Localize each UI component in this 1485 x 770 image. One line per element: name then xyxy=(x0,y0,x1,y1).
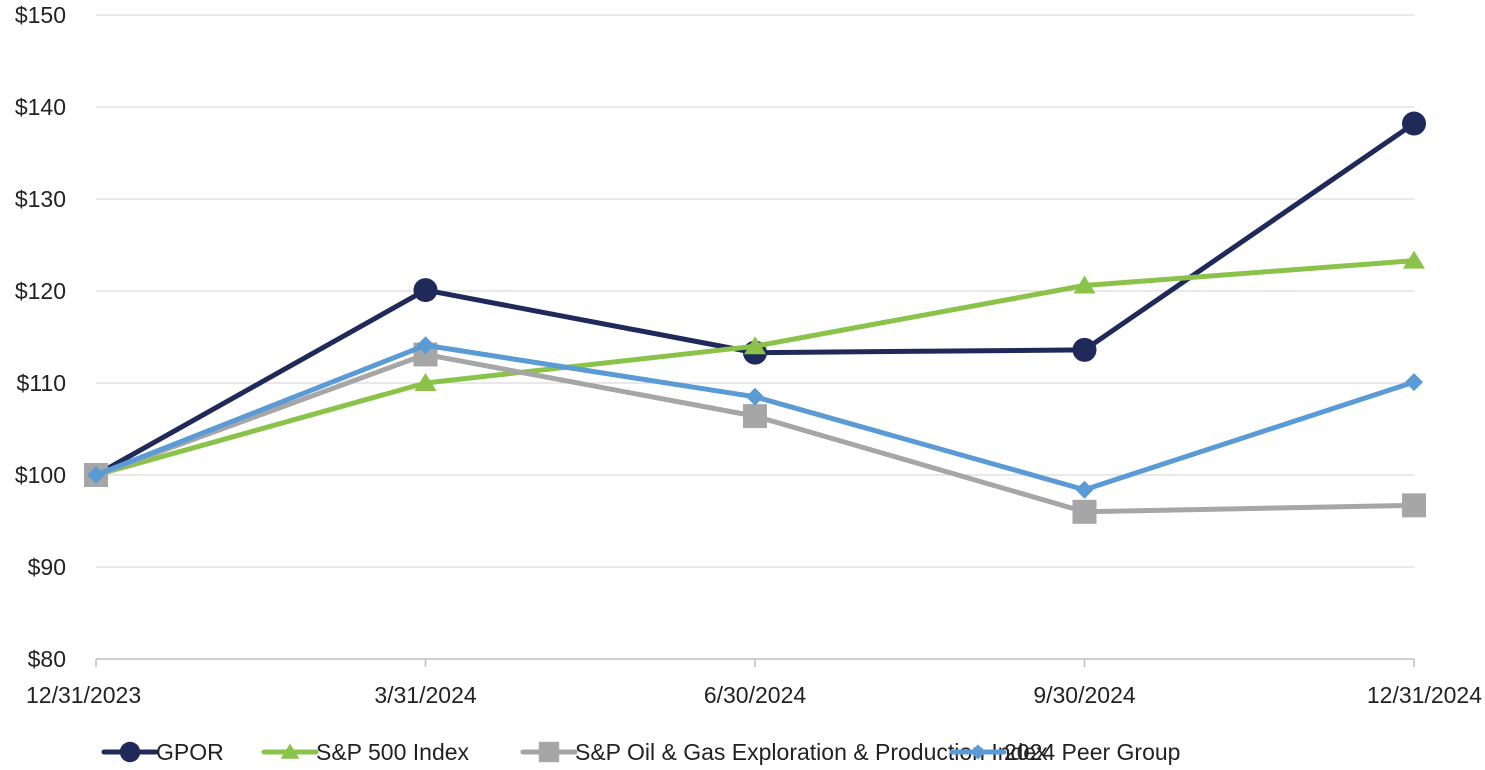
data-point-sandp-500-index xyxy=(1073,275,1096,294)
series-gpor xyxy=(84,111,1426,487)
series-lines xyxy=(84,111,1426,524)
data-point-gpor xyxy=(1072,337,1097,362)
data-point-sandp-oil-and-gas-exploration-and-production-index xyxy=(1402,493,1426,518)
data-point-2024-peer-group xyxy=(1075,480,1094,499)
data-point-sandp-oil-and-gas-exploration-and-production-index xyxy=(1072,499,1097,524)
x-axis-tick-labels: 12/31/2023 3/31/2024 6/30/2024 9/30/2024 12/… xyxy=(26,682,1482,708)
data-point-sandp-oil-and-gas-exploration-and-production-index xyxy=(743,404,767,429)
y-axis-tick-labels: $80 $90 $100 $110 $120 $130 $140 $150 xyxy=(15,2,66,672)
data-point-2024-peer-group xyxy=(87,466,105,484)
data-point-sandp-500-index xyxy=(1403,250,1425,269)
y-tick-label: $80 xyxy=(28,646,66,672)
y-tick-label: $130 xyxy=(15,186,66,212)
data-point-2024-peer-group xyxy=(746,387,764,406)
data-point-sandp-500-index xyxy=(744,336,766,355)
legend-swatch-marker xyxy=(538,741,560,763)
y-tick-label: $100 xyxy=(15,462,66,488)
gridlines xyxy=(96,14,1414,568)
x-axis xyxy=(95,658,1415,667)
data-point-gpor xyxy=(1402,111,1426,136)
x-tick-label: 6/30/2024 xyxy=(704,682,807,708)
legend-label: 2024 Peer Group xyxy=(1004,739,1180,765)
x-tick-label: 9/30/2024 xyxy=(1033,682,1136,708)
y-tick-label: $110 xyxy=(17,370,66,396)
legend-item-2024-peer-group: 2024 Peer Group xyxy=(949,739,1180,765)
series-sandp-500-index xyxy=(85,250,1425,483)
y-tick-label: $90 xyxy=(28,554,66,580)
legend-swatch-marker xyxy=(970,744,986,760)
data-point-gpor xyxy=(413,278,438,303)
legend-swatch-marker xyxy=(119,741,141,763)
series-sandp-oil-and-gas-exploration-and-production-index xyxy=(84,342,1426,524)
x-tick-label: 3/31/2024 xyxy=(374,682,477,708)
y-tick-label: $120 xyxy=(15,278,66,304)
series-2024-peer-group xyxy=(87,336,1423,499)
x-tick-label: 12/31/2024 xyxy=(1367,682,1482,708)
legend-swatch-marker xyxy=(280,743,300,759)
y-tick-label: $150 xyxy=(15,2,66,28)
x-tick-label: 12/31/2023 xyxy=(26,682,141,708)
data-point-2024-peer-group xyxy=(1405,373,1423,392)
legend-item-gpor: GPOR xyxy=(101,739,224,765)
data-point-sandp-500-index xyxy=(414,373,437,391)
legend-label: S&P 500 Index xyxy=(316,739,470,765)
y-tick-label: $140 xyxy=(15,94,66,120)
series-line-sandp-oil-and-gas-exploration-and-production-index xyxy=(93,351,1417,515)
legend-label: GPOR xyxy=(156,739,224,765)
legend: GPOR S&P 500 Index S&P Oil & Gas Explorati… xyxy=(101,739,1180,765)
series-line-sandp-500-index xyxy=(93,258,1417,478)
data-point-2024-peer-group xyxy=(416,336,435,355)
legend-item-sandp-500-index: S&P 500 Index xyxy=(261,739,470,765)
